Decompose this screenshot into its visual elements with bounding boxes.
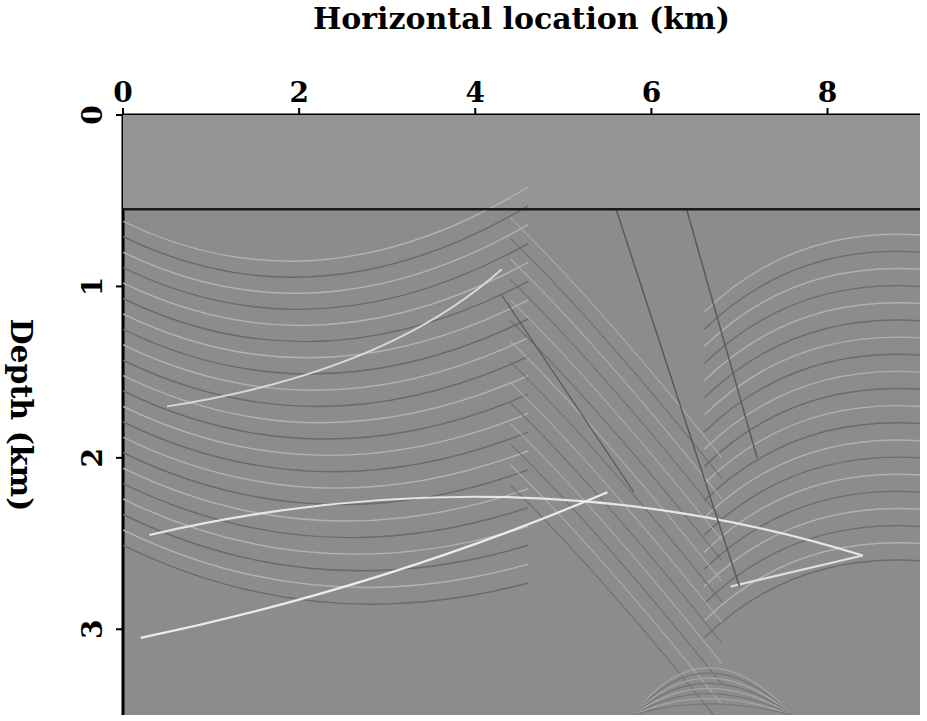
svg-text:Depth (km): Depth (km) [4, 318, 39, 511]
svg-text:0: 0 [76, 105, 109, 124]
svg-text:0: 0 [113, 76, 132, 109]
svg-text:6: 6 [642, 76, 661, 109]
svg-text:4: 4 [466, 76, 485, 109]
svg-text:1: 1 [76, 277, 109, 296]
svg-text:3: 3 [76, 620, 109, 639]
svg-text:2: 2 [289, 76, 308, 109]
svg-text:8: 8 [818, 76, 837, 109]
svg-text:Horizontal location (km): Horizontal location (km) [313, 1, 730, 36]
svg-text:2: 2 [76, 448, 109, 467]
